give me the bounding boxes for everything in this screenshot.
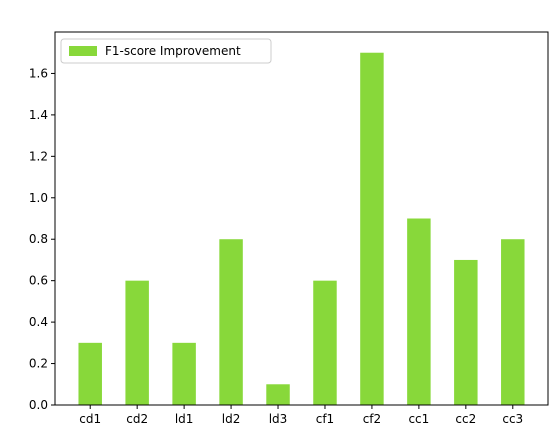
x-tick-label: ld3 — [269, 412, 288, 426]
legend-label: F1-score Improvement — [105, 44, 241, 58]
bar-cd2 — [125, 280, 149, 405]
bar-cf2 — [360, 52, 384, 405]
bar-ld2 — [219, 239, 243, 405]
bar-cd1 — [78, 342, 102, 405]
y-tick-label: 0.8 — [29, 232, 48, 246]
x-tick-label: ld2 — [222, 412, 241, 426]
x-tick-label: cf2 — [363, 412, 381, 426]
bar-cf1 — [313, 280, 337, 405]
legend-swatch — [69, 46, 97, 56]
bars-layer — [78, 52, 525, 405]
y-tick-label: 0.0 — [29, 398, 48, 412]
bar-cc3 — [501, 239, 525, 405]
x-tick-label: cc1 — [408, 412, 429, 426]
x-tick-label: cd2 — [126, 412, 148, 426]
bar-ld3 — [266, 384, 290, 405]
y-axis: 0.0 0.2 0.4 0.6 0.8 1.0 1.2 1.4 1.6 — [29, 66, 55, 412]
y-tick-label: 1.4 — [29, 108, 48, 122]
plot-frame — [54, 31, 549, 406]
bar-cc2 — [454, 259, 478, 405]
legend-box — [60, 38, 272, 64]
y-tick-label: 1.0 — [29, 191, 48, 205]
legend: F1-score Improvement — [60, 38, 272, 64]
x-tick-label: cf1 — [316, 412, 334, 426]
bar-ld1 — [172, 342, 196, 405]
x-tick-label: cc3 — [502, 412, 523, 426]
x-axis: cd1 cd2 ld1 ld2 ld3 cf1 cf2 cc1 cc2 cc3 — [79, 405, 523, 426]
y-tick-label: 1.6 — [29, 66, 48, 80]
x-tick-label: cd1 — [79, 412, 101, 426]
x-tick-label: cc2 — [455, 412, 476, 426]
y-tick-label: 0.4 — [29, 315, 48, 329]
bar-cc1 — [407, 218, 431, 405]
y-tick-label: 0.6 — [29, 274, 48, 288]
y-tick-label: 1.2 — [29, 149, 48, 163]
x-tick-label: ld1 — [175, 412, 194, 426]
y-tick-label: 0.2 — [29, 357, 48, 371]
